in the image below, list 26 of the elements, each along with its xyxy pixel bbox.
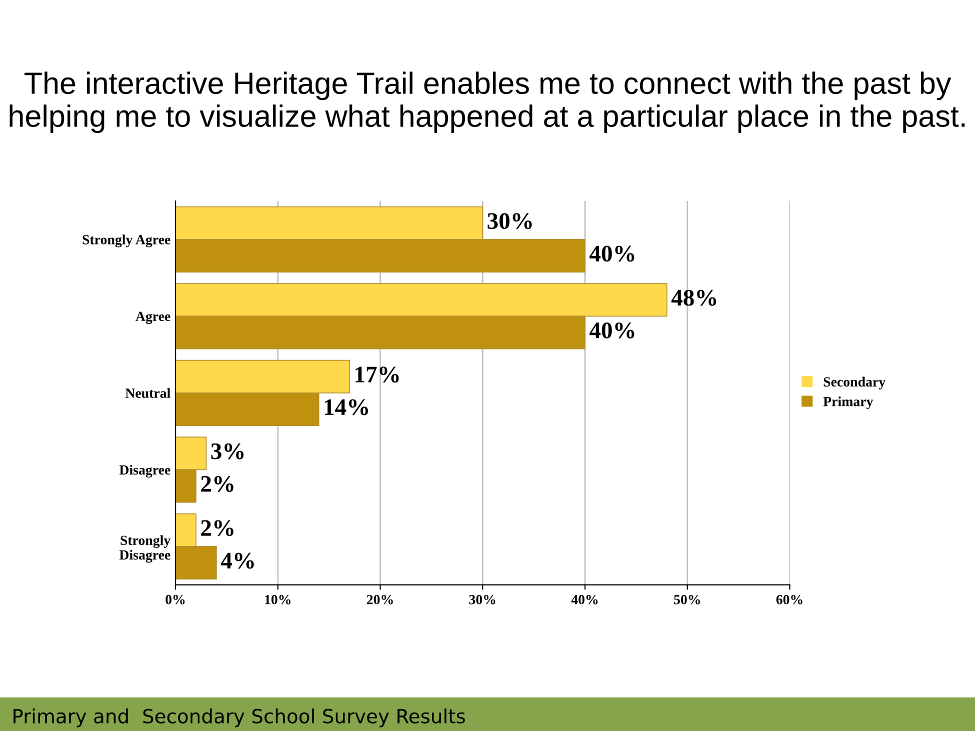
y-tick-label: Strongly Disagree	[119, 535, 171, 563]
y-tick-label: Neutral	[125, 388, 170, 398]
text: Primary and Secondary School Survey Results	[14, 708, 465, 728]
x-tick-label: 10%	[265, 594, 290, 604]
x-tick-label: 50%	[674, 594, 700, 604]
data-label: 40%	[589, 246, 634, 262]
data-label: 40%	[589, 322, 634, 338]
y-tick-label: Agree	[136, 312, 170, 324]
x-tick-label: 40%	[571, 594, 598, 604]
data-label: 2%	[201, 476, 234, 492]
data-label: 30%	[488, 213, 532, 230]
data-label: 4%	[220, 552, 254, 569]
data-label: 3%	[211, 443, 244, 460]
x-tick-label: 30%	[469, 594, 496, 604]
x-tick-label: 20%	[366, 594, 393, 604]
data-label: 17%	[356, 366, 399, 383]
chart-title: The interactive Heritage Trail enables me to connect with the past by helping me to visualize what happened at a particular place in the past.	[10, 72, 965, 134]
data-label: 48%	[671, 290, 716, 306]
data-label: 2%	[201, 520, 234, 536]
y-tick-label: Disagree	[119, 464, 170, 478]
x-tick-label: 60%	[776, 594, 802, 604]
y-tick-label: Strongly Agree	[82, 234, 170, 248]
data-label: 14%	[324, 399, 368, 416]
legend-label: Secondary	[824, 376, 886, 390]
legend-label: Primary	[823, 396, 874, 410]
x-tick-label: 0%	[166, 594, 185, 604]
